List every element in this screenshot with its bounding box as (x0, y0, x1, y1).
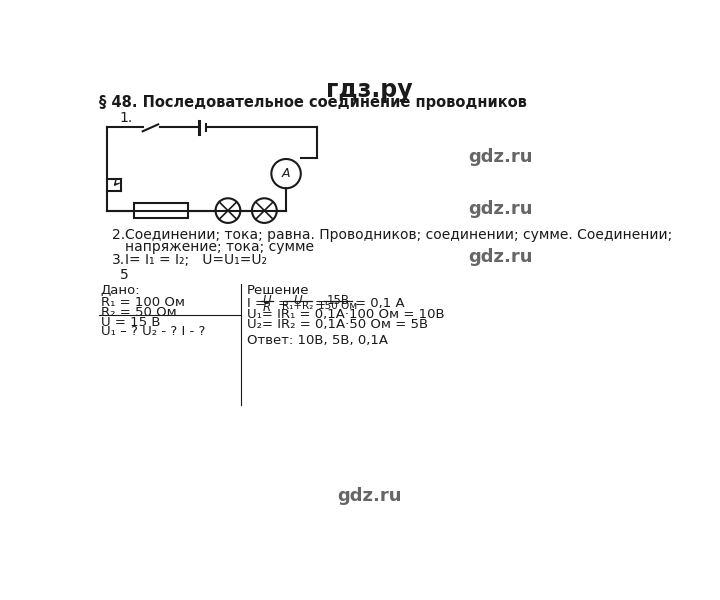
Text: Решение: Решение (246, 284, 309, 297)
Text: R₂ = 50 Ом: R₂ = 50 Ом (101, 306, 176, 319)
Text: 5: 5 (120, 268, 128, 283)
Text: гдз.ру: гдз.ру (325, 78, 413, 102)
Text: R₁ = 100 Ом: R₁ = 100 Ом (101, 296, 185, 309)
Text: gdz.ru: gdz.ru (469, 200, 533, 218)
Text: U₁= IR₁ = 0,1А·100 Ом = 10В: U₁= IR₁ = 0,1А·100 Ом = 10В (246, 308, 444, 322)
Text: R: R (263, 301, 271, 314)
Text: I= I₁ = I₂;   U=U₁=U₂: I= I₁ = I₂; U=U₁=U₂ (125, 253, 267, 267)
Text: напряжение; тока; сумме: напряжение; тока; сумме (125, 240, 314, 254)
Text: § 48. Последовательное соединение проводников: § 48. Последовательное соединение провод… (99, 95, 527, 110)
Text: Дано:: Дано: (101, 284, 140, 297)
Bar (134, 203, 189, 218)
Text: Ответ: 10В, 5В, 0,1А: Ответ: 10В, 5В, 0,1А (246, 334, 387, 347)
Text: gdz.ru: gdz.ru (337, 487, 401, 505)
Text: 3.: 3. (112, 253, 125, 267)
Text: gdz.ru: gdz.ru (469, 148, 533, 166)
Text: A: A (282, 167, 290, 180)
Text: 1.: 1. (120, 111, 132, 125)
Text: 2.: 2. (112, 227, 125, 242)
Text: 150 Ом: 150 Ом (318, 301, 358, 311)
Text: I =: I = (246, 297, 266, 310)
Text: 15В: 15В (326, 294, 349, 307)
Text: U₁ – ? U₂ - ? I - ?: U₁ – ? U₂ - ? I - ? (101, 325, 205, 338)
Text: =: = (277, 297, 289, 310)
Text: =: = (315, 297, 325, 310)
Text: U: U (262, 294, 271, 307)
Text: R₁+R₂: R₁+R₂ (282, 301, 313, 311)
Text: U: U (293, 294, 302, 307)
Text: = 0,1 А: = 0,1 А (355, 297, 405, 310)
Text: gdz.ru: gdz.ru (469, 248, 533, 266)
Text: U = 15 В: U = 15 В (101, 316, 161, 329)
Text: Соединении; тока; равна. Проводников; соединении; сумме. Соединении;: Соединении; тока; равна. Проводников; со… (125, 227, 672, 242)
Text: U₂= IR₂ = 0,1А·50 Ом = 5В: U₂= IR₂ = 0,1А·50 Ом = 5В (246, 319, 428, 331)
